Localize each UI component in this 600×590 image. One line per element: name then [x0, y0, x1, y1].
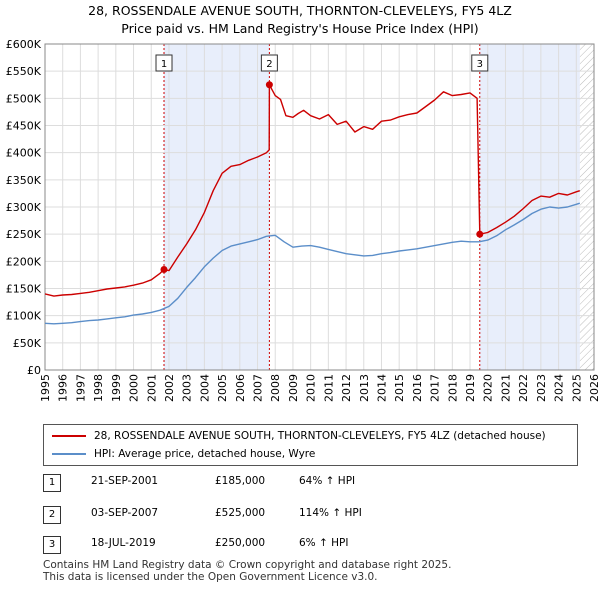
- x-tick-label: 2024: [553, 374, 566, 402]
- y-tick-label: £150K: [6, 283, 42, 296]
- x-tick-label: 2016: [411, 374, 424, 402]
- x-tick-label: 2004: [198, 374, 211, 402]
- series-line-hpi: [45, 202, 581, 325]
- chart-title-line1: 28, ROSSENDALE AVENUE SOUTH, THORNTON-CL…: [88, 3, 512, 18]
- sale-number: 3: [43, 536, 61, 554]
- sale-price: £525,000: [215, 507, 266, 519]
- chart-title-line2: Price paid vs. HM Land Registry's House …: [121, 21, 479, 36]
- sale-marker-label: 3: [477, 59, 483, 70]
- sale-price: £185,000: [215, 475, 266, 487]
- x-tick-label: 2022: [517, 374, 530, 402]
- x-tick-label: 2014: [375, 374, 388, 402]
- x-tick-label: 2013: [358, 374, 371, 402]
- y-tick-label: £350K: [6, 174, 42, 187]
- chart-title: 28, ROSSENDALE AVENUE SOUTH, THORNTON-CL…: [0, 2, 600, 38]
- legend-swatch-red: [52, 435, 86, 437]
- x-tick-label: 2009: [287, 374, 300, 402]
- x-tick-label: 2025: [570, 374, 583, 402]
- x-tick-label: 2002: [163, 374, 176, 402]
- x-tick-label: 2026: [588, 374, 600, 402]
- legend-label-property: 28, ROSSENDALE AVENUE SOUTH, THORNTON-CL…: [94, 430, 546, 442]
- y-tick-label: £0: [27, 364, 41, 377]
- y-tick-label: £100K: [6, 310, 42, 323]
- y-tick-label: £250K: [6, 228, 42, 241]
- sale-price: £250,000: [215, 537, 266, 549]
- sale-hpi: 114% ↑ HPI: [299, 507, 362, 519]
- x-tick-label: 2005: [216, 374, 229, 402]
- sale-hpi: 6% ↑ HPI: [299, 537, 349, 549]
- x-tick-label: 2020: [482, 374, 495, 402]
- price-chart: £0 £50K £100K £150K £200K £250K £300K £350K £400…: [6, 38, 600, 402]
- y-tick-label: £600K: [6, 38, 42, 51]
- x-tick-label: 2012: [340, 374, 353, 402]
- sale-date: 03-SEP-2007: [91, 507, 159, 519]
- y-tick-label: £300K: [6, 201, 42, 214]
- x-tick-label: 2010: [305, 374, 318, 402]
- y-tick-label: £200K: [6, 255, 42, 268]
- footer-line1: Contains HM Land Registry data © Crown c…: [43, 559, 452, 571]
- x-tick-label: 2007: [252, 374, 265, 402]
- sale-marker-box: [155, 54, 173, 72]
- footer-line2: This data is licensed under the Open Gov…: [43, 571, 378, 583]
- sale-row: 2 03-SEP-2007 £525,000 114% ↑ HPI: [43, 506, 583, 524]
- sale-marker-label: 1: [161, 59, 167, 70]
- sale-point: [160, 265, 168, 273]
- plot-border: [44, 43, 595, 371]
- y-tick-label: £50K: [13, 337, 42, 350]
- x-tick-label: 2021: [499, 374, 512, 402]
- x-tick-label: 2018: [446, 374, 459, 402]
- x-tick-label: 1997: [74, 374, 87, 402]
- x-tick-label: 2008: [269, 374, 282, 402]
- x-tick-label: 1996: [57, 374, 70, 402]
- x-tick-label: 2001: [145, 374, 158, 402]
- sale-date: 18-JUL-2019: [91, 537, 156, 549]
- y-tick-label: £550K: [6, 65, 42, 78]
- x-tick-label: 2006: [234, 374, 247, 402]
- x-tick-label: 2015: [393, 374, 406, 402]
- footer: Contains HM Land Registry data © Crown c…: [43, 559, 451, 583]
- x-tick-label: 2011: [322, 374, 335, 402]
- sale-number: 2: [43, 506, 61, 524]
- y-tick-label: £400K: [6, 147, 42, 160]
- x-tick-label: 2017: [429, 374, 442, 402]
- sale-row: 1 21-SEP-2001 £185,000 64% ↑ HPI: [43, 474, 583, 492]
- sale-date: 21-SEP-2001: [91, 475, 159, 487]
- sale-hpi: 64% ↑ HPI: [299, 475, 356, 487]
- x-tick-label: 2023: [535, 374, 548, 402]
- sale-marker-box: [260, 54, 278, 72]
- sale-marker-box: [471, 54, 489, 72]
- x-tick-label: 2000: [128, 374, 141, 402]
- x-tick-label: 1999: [110, 374, 123, 402]
- sale-row: 3 18-JUL-2019 £250,000 6% ↑ HPI: [43, 536, 583, 554]
- sale-point: [265, 81, 273, 89]
- y-tick-label: £450K: [6, 120, 42, 133]
- x-tick-label: 1995: [39, 374, 52, 402]
- legend: 28, ROSSENDALE AVENUE SOUTH, THORNTON-CL…: [43, 424, 578, 466]
- x-tick-label: 1998: [92, 374, 105, 402]
- x-tick-label: 2003: [181, 374, 194, 402]
- sale-point: [476, 230, 484, 238]
- legend-label-hpi: HPI: Average price, detached house, Wyre: [94, 448, 316, 460]
- legend-swatch-blue: [52, 453, 86, 455]
- x-tick-label: 2019: [464, 374, 477, 402]
- series-line-property: [45, 84, 581, 297]
- sale-number: 1: [43, 474, 61, 492]
- y-tick-label: £500K: [6, 92, 42, 105]
- sale-marker-label: 2: [266, 59, 272, 70]
